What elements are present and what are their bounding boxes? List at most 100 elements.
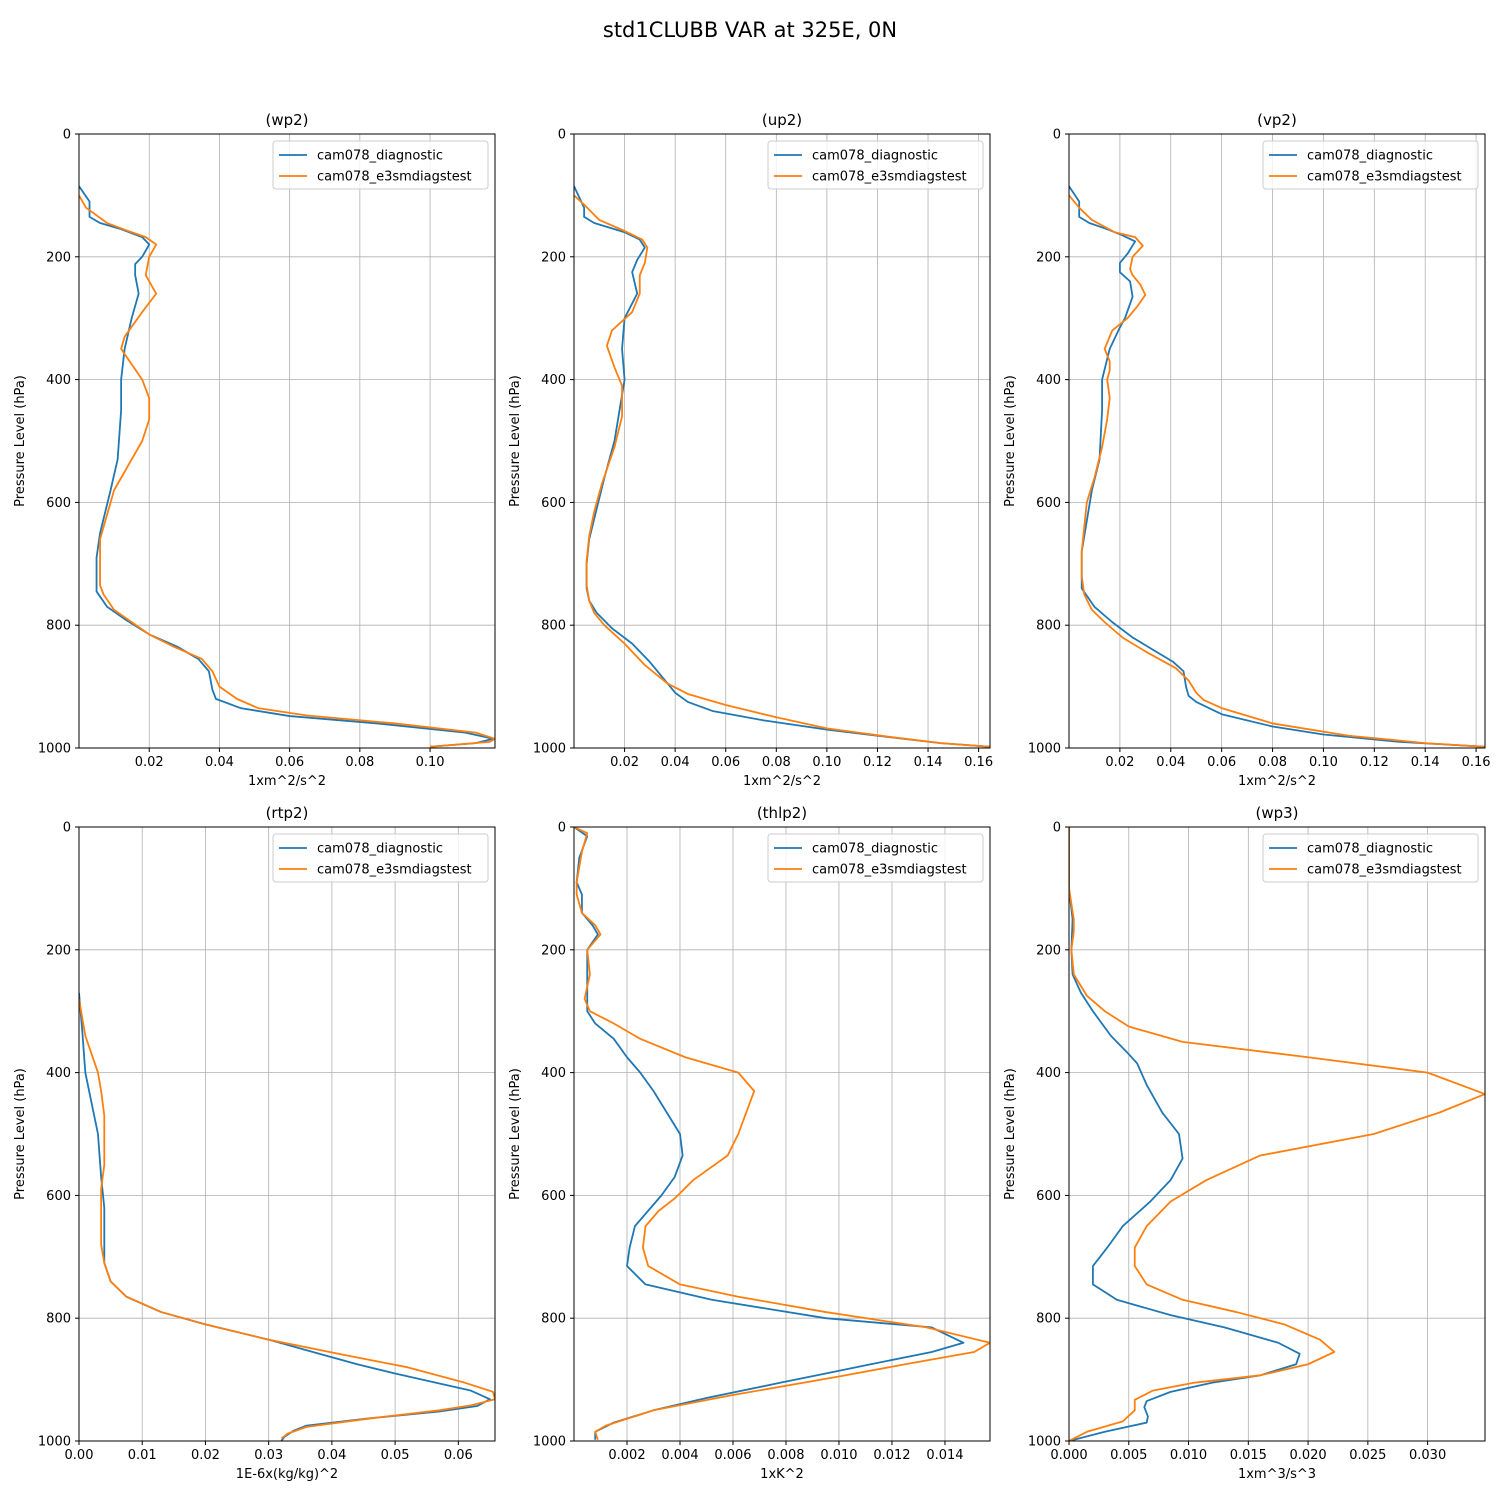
y-tick-label: 0 — [558, 128, 566, 143]
legend: cam078_diagnostic cam078_e3smdiagstest — [767, 140, 984, 190]
x-axis-label: 1xK^2 — [760, 1467, 804, 1482]
chart-panel-4: 0.00 0.01 0.02 0.03 0.04 0.05 0.06 0 200 400 600 80… — [13, 804, 496, 1482]
legend-label: cam078_e3smdiagstest — [812, 170, 967, 185]
x-tick-label: 0.08 — [345, 755, 374, 770]
chart-panel-6: 0.000 0.005 0.010 0.015 0.020 0.025 0.030 0 200 4… — [1003, 804, 1486, 1482]
x-axis-label: 1xm^2/s^2 — [743, 774, 821, 789]
x-axis-label: 1xm^3/s^3 — [1238, 1467, 1316, 1482]
plot-frame — [78, 826, 496, 1442]
panel-title: (wp2) — [265, 111, 308, 129]
x-tick-label: 0.04 — [205, 755, 234, 770]
x-tick-label: 0.02 — [135, 755, 164, 770]
y-tick-label: 1000 — [533, 742, 566, 757]
legend-label: cam078_e3smdiagstest — [1307, 863, 1462, 878]
legend-box — [767, 833, 984, 883]
y-axis-label: Pressure Level (hPa) — [508, 1068, 523, 1200]
chart-panel-5: 0.002 0.004 0.006 0.008 0.010 0.012 0.014 0 200 4… — [508, 804, 991, 1482]
legend: cam078_diagnostic cam078_e3smdiagstest — [767, 833, 984, 883]
y-axis-label: Pressure Level (hPa) — [1003, 375, 1018, 507]
x-tick-label: 0.14 — [914, 755, 943, 770]
y-tick-label: 1000 — [38, 742, 71, 757]
y-tick-label: 800 — [1036, 1312, 1061, 1327]
legend-label: cam078_e3smdiagstest — [1307, 170, 1462, 185]
x-tick-label: 0.014 — [926, 1448, 963, 1463]
x-tick-label: 0.04 — [661, 755, 690, 770]
plot-frame — [1068, 133, 1486, 749]
x-tick-label: 0.10 — [1309, 755, 1338, 770]
legend-label: cam078_e3smdiagstest — [317, 863, 472, 878]
y-tick-label: 600 — [541, 496, 566, 511]
x-tick-label: 0.08 — [762, 755, 791, 770]
y-tick-label: 0 — [558, 821, 566, 836]
legend-box — [272, 140, 489, 190]
series-line-cam078_diagnostic — [574, 185, 990, 748]
legend-label: cam078_diagnostic — [812, 842, 938, 857]
x-tick-label: 0.06 — [711, 755, 740, 770]
x-tick-label: 0.12 — [863, 755, 892, 770]
legend-box — [1262, 833, 1479, 883]
x-tick-label: 0.01 — [128, 1448, 157, 1463]
y-tick-label: 200 — [1036, 943, 1061, 958]
y-tick-label: 200 — [1036, 250, 1061, 265]
legend: cam078_diagnostic cam078_e3smdiagstest — [1262, 140, 1479, 190]
series-line-cam078_diagnostic — [79, 185, 495, 748]
legend: cam078_diagnostic cam078_e3smdiagstest — [272, 833, 489, 883]
series-line-cam078_e3smdiagstest — [574, 827, 990, 1441]
x-tick-label: 0.03 — [254, 1448, 283, 1463]
x-tick-label: 0.14 — [1411, 755, 1440, 770]
panel-title: (thlp2) — [757, 804, 807, 822]
chart-panel-2: 0.02 0.04 0.06 0.08 0.10 0.12 0.14 0.16 0 200 400 6… — [508, 111, 993, 789]
x-tick-label: 0.015 — [1230, 1448, 1267, 1463]
y-tick-label: 600 — [1036, 1189, 1061, 1204]
x-tick-label: 0.030 — [1409, 1448, 1446, 1463]
panel-title: (up2) — [762, 111, 802, 129]
y-tick-label: 0 — [63, 128, 71, 143]
plot-frame — [1068, 826, 1486, 1442]
x-tick-label: 0.004 — [661, 1448, 698, 1463]
x-tick-label: 0.16 — [1462, 755, 1491, 770]
x-tick-label: 0.000 — [1050, 1448, 1087, 1463]
y-tick-label: 0 — [1053, 128, 1061, 143]
x-tick-label: 0.002 — [608, 1448, 645, 1463]
y-tick-label: 600 — [1036, 496, 1061, 511]
panel-title: (wp3) — [1255, 804, 1298, 822]
chart-panel-1: 0.02 0.04 0.06 0.08 0.10 0 200 400 600 800 1000 (wp… — [13, 111, 496, 789]
x-tick-label: 0.006 — [714, 1448, 751, 1463]
y-tick-label: 1000 — [533, 1435, 566, 1450]
y-tick-label: 400 — [46, 373, 71, 388]
x-tick-label: 0.10 — [416, 755, 445, 770]
x-tick-label: 0.05 — [381, 1448, 410, 1463]
y-tick-label: 800 — [541, 1312, 566, 1327]
series-line-cam078_e3smdiagstest — [1069, 194, 1485, 748]
chart-panel-3: 0.02 0.04 0.06 0.08 0.10 0.12 0.14 0.16 0 200 400 6… — [1003, 111, 1491, 789]
y-tick-label: 800 — [541, 619, 566, 634]
y-axis-label: Pressure Level (hPa) — [508, 375, 523, 507]
x-tick-label: 0.012 — [873, 1448, 910, 1463]
x-tick-label: 0.12 — [1360, 755, 1389, 770]
x-tick-label: 0.06 — [444, 1448, 473, 1463]
x-tick-label: 0.010 — [820, 1448, 857, 1463]
y-tick-label: 200 — [46, 943, 71, 958]
x-axis-label: 1xm^2/s^2 — [1238, 774, 1316, 789]
x-tick-label: 0.00 — [65, 1448, 94, 1463]
y-tick-label: 600 — [46, 496, 71, 511]
y-tick-label: 400 — [46, 1066, 71, 1081]
legend-box — [272, 833, 489, 883]
x-tick-label: 0.04 — [1156, 755, 1185, 770]
y-axis-label: Pressure Level (hPa) — [13, 375, 28, 507]
x-tick-label: 0.005 — [1110, 1448, 1147, 1463]
x-tick-label: 0.08 — [1258, 755, 1287, 770]
x-tick-label: 0.008 — [767, 1448, 804, 1463]
y-axis-label: Pressure Level (hPa) — [1003, 1068, 1018, 1200]
legend-label: cam078_e3smdiagstest — [317, 170, 472, 185]
plot-frame — [573, 826, 991, 1442]
plot-frame — [78, 133, 496, 749]
legend-label: cam078_diagnostic — [1307, 842, 1433, 857]
x-tick-label: 0.06 — [275, 755, 304, 770]
y-tick-label: 0 — [63, 821, 71, 836]
y-tick-label: 400 — [541, 1066, 566, 1081]
y-axis-label: Pressure Level (hPa) — [13, 1068, 28, 1200]
y-tick-label: 400 — [1036, 1066, 1061, 1081]
legend-box — [767, 140, 984, 190]
